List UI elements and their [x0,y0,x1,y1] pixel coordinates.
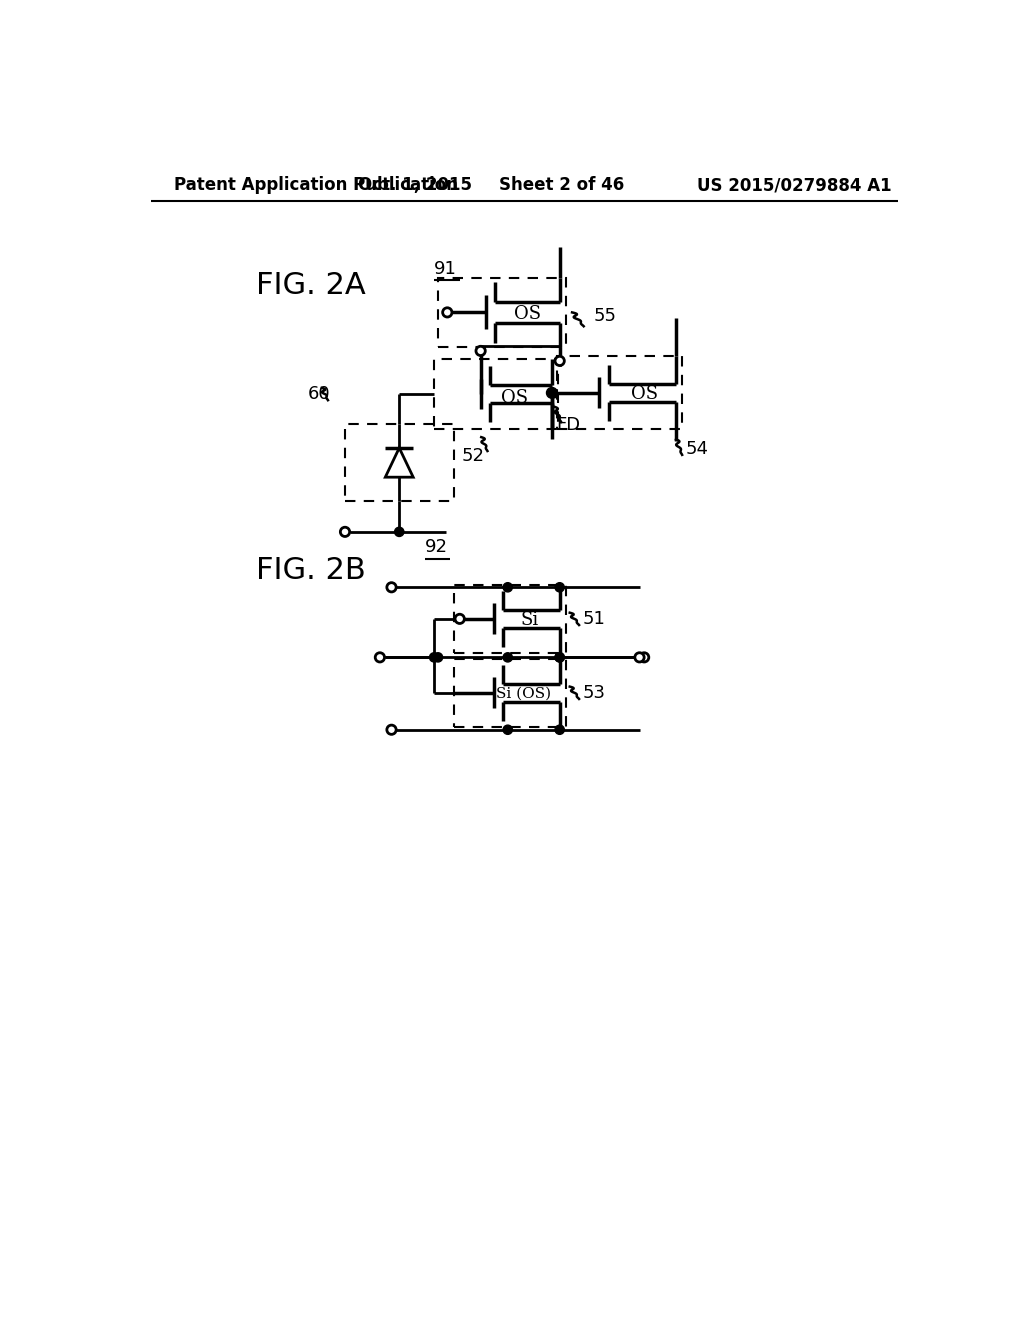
Text: 60: 60 [308,385,331,403]
Text: OS: OS [631,385,658,404]
Text: 92: 92 [425,539,447,557]
Circle shape [547,388,557,399]
Text: FIG. 2A: FIG. 2A [256,271,366,300]
Circle shape [442,308,452,317]
Circle shape [476,346,485,355]
Circle shape [340,527,349,536]
Text: FIG. 2B: FIG. 2B [256,556,366,585]
Circle shape [429,653,438,663]
Circle shape [394,527,403,536]
Text: 51: 51 [583,610,606,628]
Text: US 2015/0279884 A1: US 2015/0279884 A1 [697,177,892,194]
Circle shape [640,653,649,663]
Bar [454,659,566,726]
Text: Sheet 2 of 46: Sheet 2 of 46 [500,177,625,194]
Bar [434,359,558,429]
Bar [454,585,566,653]
Circle shape [503,582,512,591]
Circle shape [635,653,644,663]
Text: 91: 91 [434,260,457,277]
Text: Si: Si [521,611,539,630]
Circle shape [555,582,564,591]
Circle shape [503,725,512,734]
Text: 54: 54 [685,440,709,458]
Circle shape [375,653,385,663]
Text: 55: 55 [594,308,616,325]
Circle shape [555,356,564,366]
Text: FD: FD [556,416,580,434]
Circle shape [387,725,396,734]
Text: OS: OS [501,388,528,407]
Circle shape [455,614,464,623]
Text: Oct. 1, 2015: Oct. 1, 2015 [357,177,472,194]
Circle shape [433,653,442,663]
Circle shape [555,653,564,663]
Circle shape [503,653,512,663]
Text: OS: OS [514,305,541,323]
Bar [557,356,682,429]
Bar [345,424,454,502]
Circle shape [555,653,564,663]
Text: 52: 52 [462,446,485,465]
Text: Si (OS): Si (OS) [496,688,551,701]
Text: Patent Application Publication: Patent Application Publication [174,177,459,194]
Bar [438,277,566,347]
Circle shape [555,725,564,734]
Circle shape [387,582,396,591]
Text: 53: 53 [583,684,606,702]
